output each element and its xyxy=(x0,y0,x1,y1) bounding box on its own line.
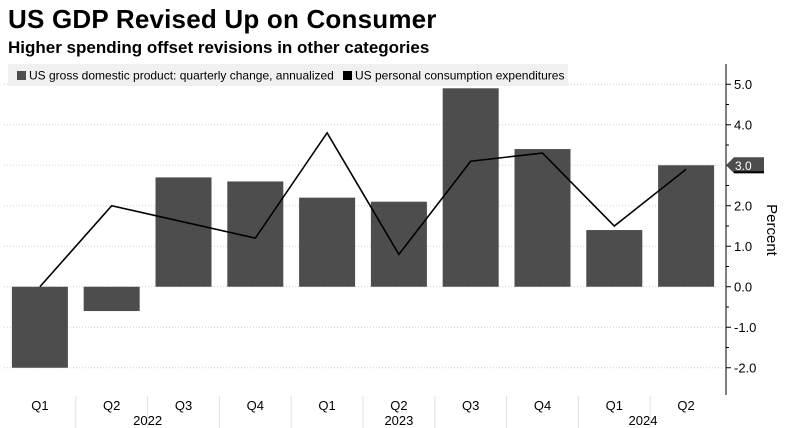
chart-subtitle: Higher spending offset revisions in othe… xyxy=(8,38,430,57)
legend-background xyxy=(8,64,568,86)
y-axis: -2.0-1.00.01.02.03.04.05.03.0 xyxy=(725,64,764,395)
gdp-bar xyxy=(514,149,571,287)
last-value-badge xyxy=(726,157,764,174)
x-tick-label: Q4 xyxy=(534,398,551,413)
x-tick-label: Q4 xyxy=(247,398,264,413)
x-tick-label: Q2 xyxy=(677,398,694,413)
chart-title: US GDP Revised Up on Consumer xyxy=(8,4,437,34)
x-tick-label: Q3 xyxy=(462,398,479,413)
consumption-line xyxy=(39,131,687,288)
x-tick-label: Q1 xyxy=(318,398,335,413)
gdp-bar xyxy=(586,230,643,287)
y-tick-label: 5.0 xyxy=(734,77,752,92)
gdp-bar xyxy=(299,197,356,287)
x-tick-label: Q1 xyxy=(606,398,623,413)
x-tick-label: Q2 xyxy=(390,398,407,413)
legend-swatch-consumption xyxy=(343,71,352,80)
legend-swatch-gdp xyxy=(17,71,26,80)
gdp-bar xyxy=(83,286,140,312)
y-tick-label: 4.0 xyxy=(734,117,752,132)
bars xyxy=(11,88,715,368)
y-axis-label: Percent xyxy=(763,204,780,257)
y-tick-label: 1.0 xyxy=(734,239,752,254)
y-tick-label: -2.0 xyxy=(734,360,756,375)
x-tick-label: Q2 xyxy=(103,398,120,413)
year-label: 2023 xyxy=(384,413,413,428)
x-tick-label: Q3 xyxy=(175,398,192,413)
gdp-bar xyxy=(155,177,212,287)
gdp-bar xyxy=(370,201,427,287)
year-label: 2022 xyxy=(133,413,162,428)
x-axis: Q1 Q2 Q3 Q4 Q1 Q2 Q3 Q4 Q1 Q2 2022 2023 2024 xyxy=(31,396,695,428)
y-tick-label: -1.0 xyxy=(734,320,756,335)
gdp-bar xyxy=(658,165,715,287)
legend: US gross domestic product: quarterly cha… xyxy=(8,64,568,86)
legend-label-consumption: US personal consumption expenditures xyxy=(355,69,564,83)
year-label: 2024 xyxy=(629,413,658,428)
y-tick-label: 0.0 xyxy=(734,279,752,294)
gdp-bar xyxy=(442,88,499,287)
last-value-label: 3.0 xyxy=(735,159,752,173)
consumption-line-group xyxy=(39,131,687,288)
legend-label-gdp: US gross domestic product: quarterly cha… xyxy=(29,69,334,83)
x-tick-label: Q1 xyxy=(31,398,48,413)
y-tick-label: 2.0 xyxy=(734,198,752,213)
gdp-bar xyxy=(11,286,68,368)
